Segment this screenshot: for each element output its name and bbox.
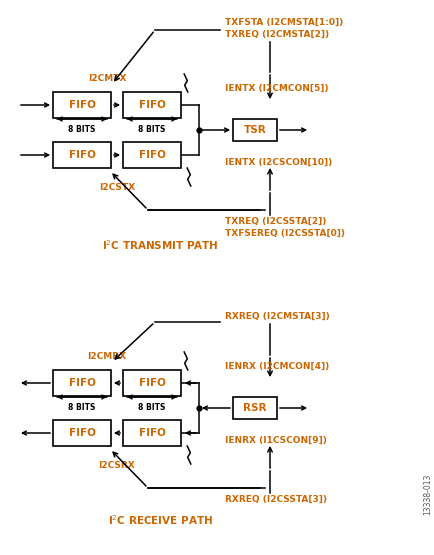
Bar [233,397,276,419]
Text: TXREQ (I2CMSTA[2]): TXREQ (I2CMSTA[2]) [224,30,329,39]
Text: I2CMRX: I2CMRX [87,352,126,361]
Text: TSR: TSR [243,125,266,135]
Text: RXREQ (I2CMSTA[3]): RXREQ (I2CMSTA[3]) [224,312,329,321]
Bar [123,420,181,446]
Text: I2CMTX: I2CMTX [88,74,126,83]
Text: FIFO: FIFO [138,100,165,110]
Text: FIFO: FIFO [138,150,165,160]
Bar [53,370,111,396]
Bar [123,92,181,118]
Text: FIFO: FIFO [69,100,95,110]
Text: TXREQ (I2CSSTA[2]): TXREQ (I2CSSTA[2]) [224,217,326,226]
Text: IENRX (I2CMCON[4]): IENRX (I2CMCON[4]) [224,362,329,371]
Bar [53,142,111,168]
Bar [53,92,111,118]
Text: TXFSEREQ (I2CSSTA[0]): TXFSEREQ (I2CSSTA[0]) [224,229,344,238]
Text: 8 BITS: 8 BITS [68,125,95,134]
Text: I2CSRX: I2CSRX [99,461,135,470]
Text: I$^2$C RECEIVE PATH: I$^2$C RECEIVE PATH [107,513,212,527]
Text: 8 BITS: 8 BITS [138,403,165,412]
Text: I$^2$C TRANSMIT PATH: I$^2$C TRANSMIT PATH [102,238,218,252]
Text: FIFO: FIFO [69,428,95,438]
Text: IENTX (I2CSCON[10]): IENTX (I2CSCON[10]) [224,158,332,167]
Bar [123,142,181,168]
Text: TXFSTA (I2CMSTA[1:0]): TXFSTA (I2CMSTA[1:0]) [224,18,342,27]
Bar [53,420,111,446]
Text: FIFO: FIFO [138,378,165,388]
Bar [123,370,181,396]
Text: FIFO: FIFO [69,378,95,388]
Text: 8 BITS: 8 BITS [138,125,165,134]
Bar [233,119,276,141]
Text: RSR: RSR [243,403,266,413]
Text: I2CSTX: I2CSTX [99,183,135,192]
Text: 13338-013: 13338-013 [422,473,431,515]
Text: 8 BITS: 8 BITS [68,403,95,412]
Text: IENRX (I1CSCON[9]): IENRX (I1CSCON[9]) [224,436,326,445]
Text: FIFO: FIFO [138,428,165,438]
Text: FIFO: FIFO [69,150,95,160]
Text: IENTX (I2CMCON[5]): IENTX (I2CMCON[5]) [224,84,328,93]
Text: RXREQ (I2CSSTA[3]): RXREQ (I2CSSTA[3]) [224,495,326,504]
